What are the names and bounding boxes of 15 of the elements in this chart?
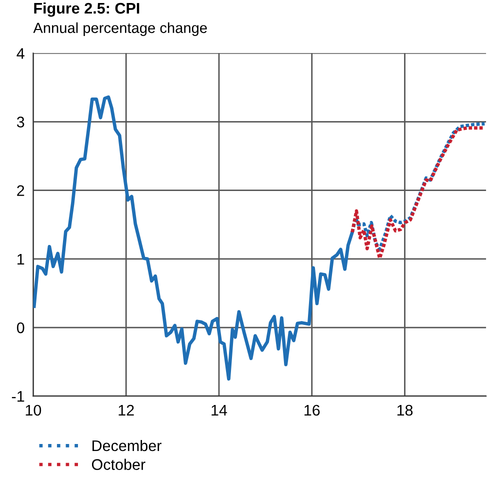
x-tick-label: 10 [26, 404, 42, 416]
y-tick-label: 4 [16, 48, 24, 59]
x-tick-label: 14 [212, 405, 228, 416]
y-tick-label: 0 [16, 322, 24, 334]
x-tick-label: 18 [397, 404, 413, 416]
x-tick-label: 16 [304, 404, 320, 416]
x-tick-label: 12 [118, 404, 134, 416]
legend-label: October [92, 458, 146, 470]
y-tick-label: -1 [12, 391, 24, 402]
legend-label: December [92, 440, 162, 452]
chart-title: Figure 2.5: CPI [34, 2, 140, 17]
y-tick-label: 2 [17, 185, 24, 196]
y-tick-label: 3 [16, 116, 24, 128]
chart-subtitle: Annual percentage change [33, 22, 207, 36]
y-tick-label: 1 [18, 254, 24, 264]
